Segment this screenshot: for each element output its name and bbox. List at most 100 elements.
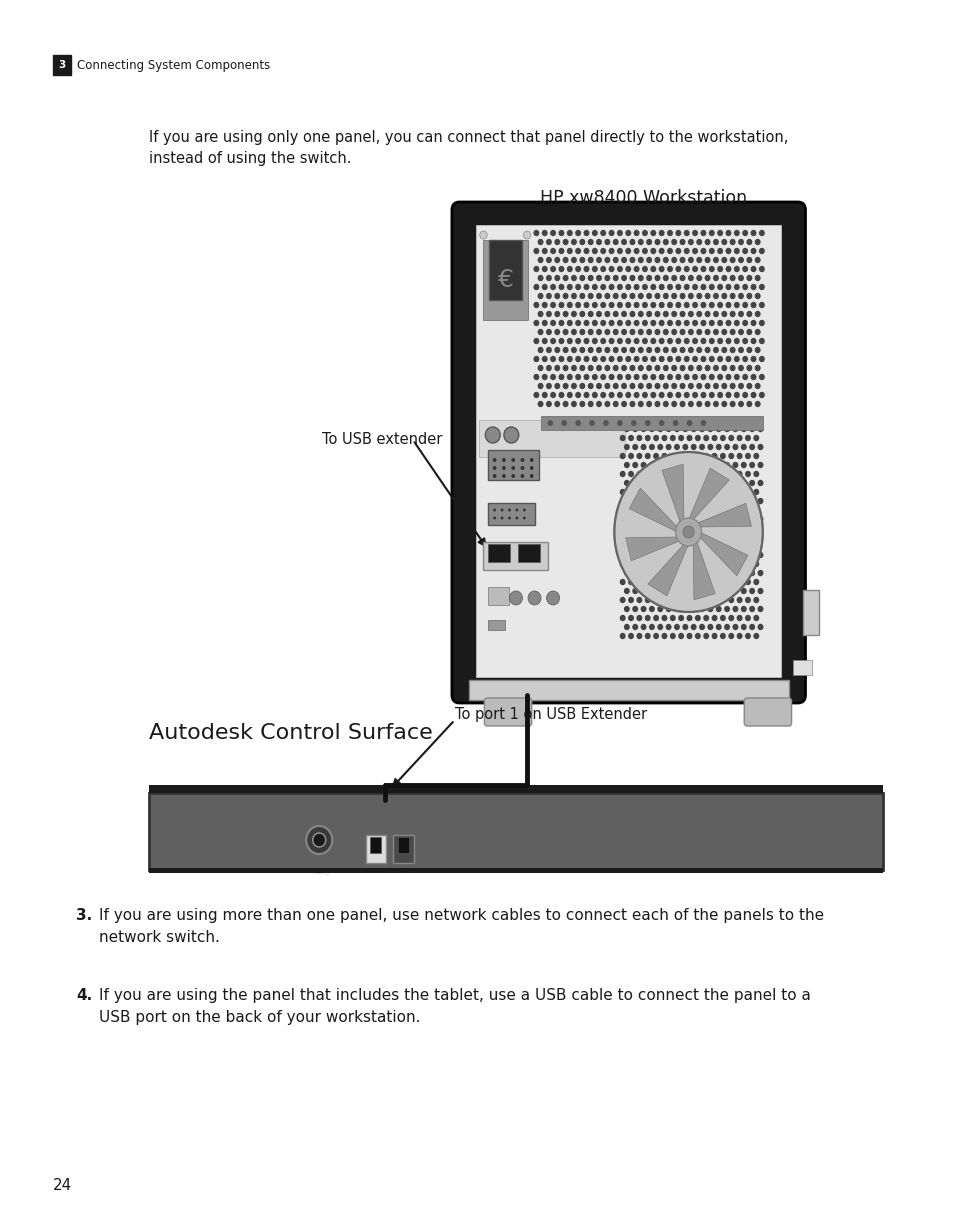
Circle shape [604, 347, 610, 353]
Circle shape [641, 283, 647, 291]
Circle shape [712, 256, 719, 264]
Circle shape [619, 579, 625, 585]
Circle shape [690, 461, 696, 469]
Circle shape [715, 552, 720, 558]
Circle shape [699, 515, 704, 523]
Circle shape [645, 401, 652, 407]
Circle shape [700, 229, 705, 237]
Text: If you are using more than one panel, use network cables to connect each of the : If you are using more than one panel, us… [99, 908, 823, 945]
Circle shape [757, 515, 762, 523]
Circle shape [727, 507, 734, 513]
Circle shape [720, 347, 726, 353]
Circle shape [554, 329, 559, 335]
Circle shape [617, 248, 622, 254]
Circle shape [720, 488, 725, 496]
Circle shape [717, 248, 722, 254]
Circle shape [736, 471, 741, 477]
Circle shape [501, 466, 505, 470]
Circle shape [541, 248, 547, 254]
Circle shape [732, 534, 738, 540]
Circle shape [754, 329, 760, 335]
Circle shape [702, 579, 708, 585]
Circle shape [732, 606, 738, 612]
Circle shape [704, 364, 710, 372]
Circle shape [715, 426, 720, 432]
Circle shape [578, 239, 585, 245]
Circle shape [520, 474, 524, 479]
Circle shape [671, 310, 677, 318]
Circle shape [596, 310, 601, 318]
Circle shape [717, 302, 722, 308]
Text: Tablet: Tablet [395, 867, 412, 872]
Circle shape [673, 623, 679, 631]
Circle shape [587, 383, 593, 389]
Circle shape [591, 356, 598, 362]
Circle shape [629, 401, 635, 407]
Circle shape [541, 229, 547, 237]
Circle shape [723, 444, 729, 450]
Circle shape [617, 337, 622, 345]
Circle shape [715, 480, 720, 486]
Circle shape [641, 337, 647, 345]
Circle shape [666, 302, 672, 308]
Circle shape [754, 383, 760, 389]
Circle shape [750, 266, 756, 272]
Circle shape [729, 364, 735, 372]
Circle shape [687, 293, 693, 299]
Circle shape [541, 266, 547, 272]
Circle shape [712, 239, 719, 245]
Circle shape [522, 517, 525, 519]
Circle shape [733, 337, 739, 345]
Circle shape [708, 302, 714, 308]
Bar [150, 785, 882, 793]
Circle shape [617, 302, 622, 308]
Circle shape [591, 248, 598, 254]
Circle shape [533, 356, 538, 362]
Circle shape [554, 256, 559, 264]
Circle shape [545, 401, 551, 407]
Circle shape [566, 229, 572, 237]
Circle shape [638, 401, 643, 407]
Circle shape [554, 310, 559, 318]
Circle shape [657, 480, 662, 486]
Circle shape [648, 534, 654, 540]
Text: Autodesk Control Surface: Autodesk Control Surface [150, 723, 433, 744]
Text: 4.: 4. [76, 988, 92, 1002]
Circle shape [578, 347, 585, 353]
Circle shape [736, 561, 741, 567]
Circle shape [729, 275, 735, 281]
Circle shape [754, 347, 760, 353]
Circle shape [675, 283, 680, 291]
Circle shape [619, 633, 625, 639]
Circle shape [712, 383, 719, 389]
Circle shape [711, 488, 717, 496]
Circle shape [636, 633, 641, 639]
Circle shape [720, 329, 726, 335]
Circle shape [712, 401, 719, 407]
Text: Autodesk: Autodesk [464, 811, 612, 839]
Circle shape [681, 515, 687, 523]
Circle shape [639, 515, 646, 523]
Circle shape [736, 417, 741, 423]
Circle shape [645, 347, 652, 353]
Circle shape [662, 275, 668, 281]
Circle shape [662, 401, 668, 407]
Circle shape [669, 453, 675, 459]
Circle shape [578, 275, 585, 281]
Circle shape [624, 391, 631, 399]
Circle shape [696, 364, 701, 372]
Circle shape [612, 329, 618, 335]
Circle shape [511, 466, 515, 470]
Circle shape [686, 417, 692, 423]
Circle shape [629, 256, 635, 264]
Circle shape [629, 383, 635, 389]
Circle shape [660, 417, 667, 423]
Circle shape [733, 229, 739, 237]
Circle shape [720, 417, 725, 423]
Circle shape [648, 498, 654, 504]
Circle shape [546, 591, 559, 605]
Circle shape [704, 329, 710, 335]
Circle shape [578, 364, 585, 372]
Circle shape [707, 426, 713, 432]
Circle shape [558, 374, 564, 380]
